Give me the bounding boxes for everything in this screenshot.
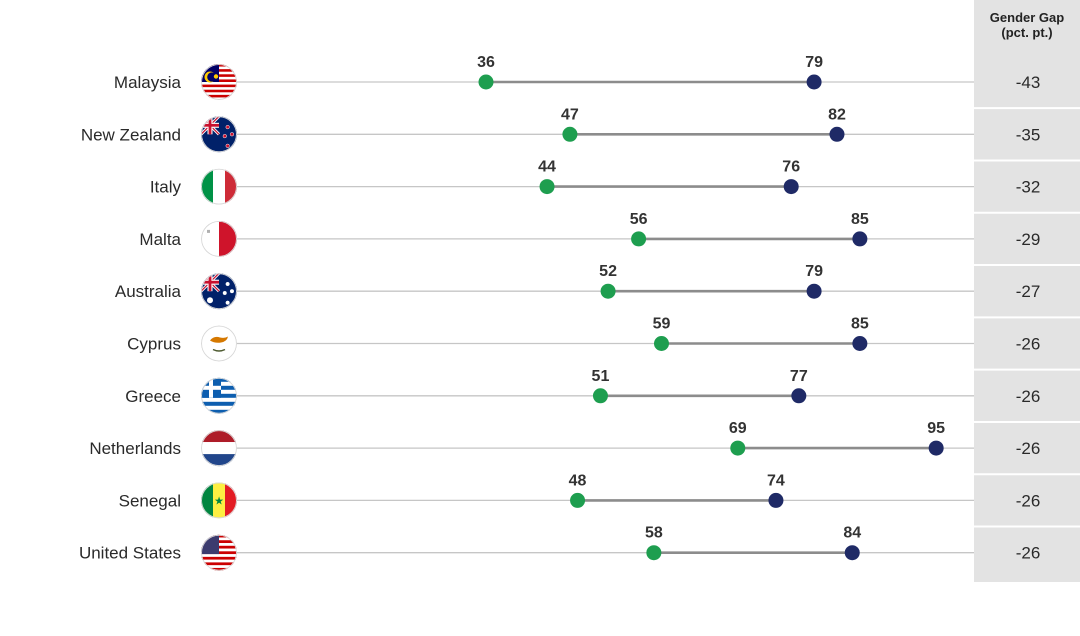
start-value-label-cyprus: 59 [653, 316, 671, 333]
end-value-label-new-zealand: 82 [828, 106, 846, 123]
gap-value-italy: -32 [1016, 178, 1041, 197]
start-dot-united-states [646, 545, 662, 561]
start-dot-italy [539, 179, 555, 195]
end-dot-senegal [768, 492, 784, 508]
country-label-malaysia: Malaysia [114, 73, 182, 92]
end-value-label-greece: 77 [790, 368, 808, 385]
end-dot-new-zealand [829, 126, 845, 142]
end-dot-malta [852, 231, 868, 247]
start-dot-netherlands [730, 440, 746, 456]
start-value-label-australia: 52 [599, 263, 617, 280]
end-dot-united-states [844, 545, 860, 561]
new-zealand-flag-icon [201, 116, 237, 153]
gap-value-greece: -26 [1016, 387, 1041, 406]
senegal-flag-icon: ★ [201, 482, 237, 519]
country-label-netherlands: Netherlands [89, 439, 181, 458]
start-value-label-new-zealand: 47 [561, 106, 579, 123]
start-value-label-senegal: 48 [569, 472, 587, 489]
gap-value-senegal: -26 [1016, 491, 1041, 510]
gap-value-netherlands: -26 [1016, 439, 1041, 458]
gender-gap-header-line1: Gender Gap [989, 10, 1065, 25]
end-value-label-australia: 79 [805, 263, 823, 280]
end-dot-italy [783, 179, 799, 195]
start-value-label-italy: 44 [538, 159, 556, 176]
country-label-australia: Australia [115, 282, 182, 301]
country-label-senegal: Senegal [119, 491, 181, 510]
start-dot-australia [600, 283, 616, 299]
start-dot-malaysia [478, 74, 494, 90]
start-dot-greece [592, 388, 608, 404]
end-dot-cyprus [852, 336, 868, 351]
end-dot-australia [806, 283, 822, 299]
end-dot-malaysia [806, 74, 822, 90]
end-value-label-malta: 85 [851, 211, 869, 228]
greece-flag-icon [201, 377, 237, 414]
gap-value-malaysia: -43 [1016, 73, 1041, 92]
start-value-label-netherlands: 69 [729, 420, 747, 437]
italy-flag-icon [201, 168, 237, 205]
end-value-label-italy: 76 [782, 159, 800, 176]
netherlands-flag-icon [201, 430, 237, 467]
gap-value-new-zealand: -35 [1016, 125, 1041, 144]
malaysia-flag-icon [201, 64, 237, 100]
start-value-label-malaysia: 36 [477, 54, 495, 71]
united-states-flag-icon [201, 534, 237, 571]
start-value-label-united-states: 58 [645, 525, 663, 542]
end-dot-netherlands [928, 440, 944, 456]
country-label-united-states: United States [79, 544, 181, 563]
start-value-label-malta: 56 [630, 211, 648, 228]
gender-gap-header: Gender Gap (pct. pt.) [974, 0, 1080, 56]
end-dot-greece [791, 388, 807, 404]
gap-value-united-states: -26 [1016, 544, 1041, 563]
cyprus-flag-icon [201, 325, 237, 362]
country-label-malta: Malta [139, 230, 181, 249]
start-dot-cyprus [653, 336, 669, 351]
end-value-label-malaysia: 79 [805, 54, 823, 71]
end-value-label-senegal: 74 [767, 472, 785, 489]
svg-text:★: ★ [214, 495, 224, 507]
country-label-italy: Italy [150, 178, 182, 197]
gap-value-australia: -27 [1016, 282, 1041, 301]
start-value-label-greece: 51 [592, 368, 610, 385]
end-value-label-united-states: 84 [843, 525, 861, 542]
australia-flag-icon [201, 273, 237, 310]
gap-value-malta: -29 [1016, 230, 1041, 249]
start-dot-new-zealand [562, 126, 578, 142]
start-dot-senegal [570, 492, 586, 508]
country-label-cyprus: Cyprus [127, 335, 181, 354]
gap-value-cyprus: -26 [1016, 335, 1041, 354]
end-value-label-netherlands: 95 [927, 420, 945, 437]
country-label-greece: Greece [125, 387, 181, 406]
gender-gap-header-line2: (pct. pt.) [1001, 25, 1053, 40]
country-label-new-zealand: New Zealand [81, 125, 181, 144]
start-dot-malta [631, 231, 647, 247]
malta-flag-icon [201, 220, 237, 257]
end-value-label-cyprus: 85 [851, 316, 869, 333]
gender-gap-column-bg [974, 56, 1080, 582]
